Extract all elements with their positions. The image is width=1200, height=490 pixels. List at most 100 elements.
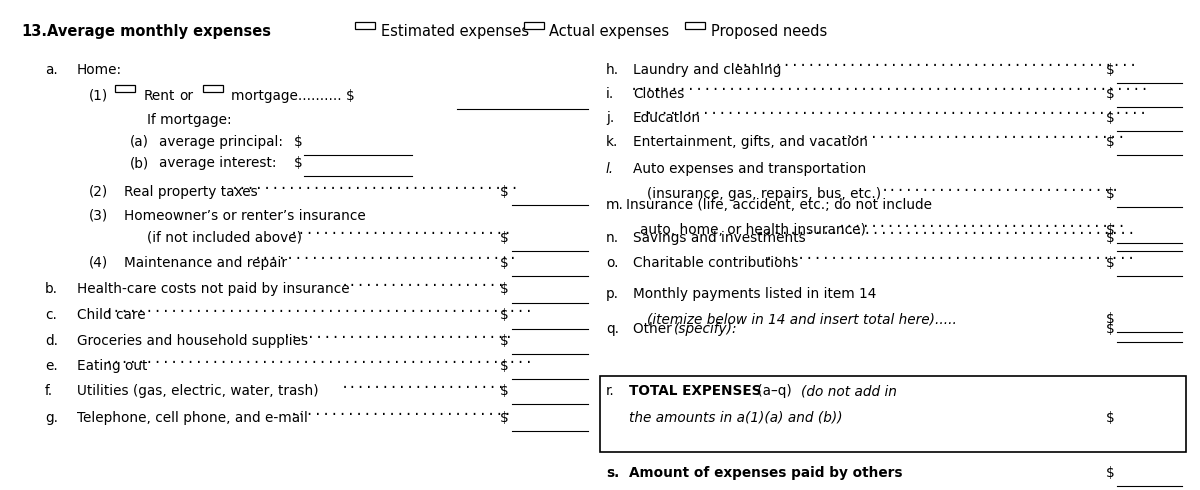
Text: auto, home, or health insurance): auto, home, or health insurance) <box>640 223 866 237</box>
Text: ............................: ............................ <box>282 327 514 341</box>
Text: q.: q. <box>606 322 619 336</box>
Text: ...................................: ................................... <box>838 216 1127 230</box>
Text: Other: Other <box>632 322 676 336</box>
Text: $: $ <box>1105 256 1115 270</box>
Text: Charitable contributions: Charitable contributions <box>632 256 798 270</box>
Text: $: $ <box>500 231 509 245</box>
Text: b.: b. <box>44 282 58 296</box>
Text: Laundry and cleaning: Laundry and cleaning <box>632 63 781 76</box>
Text: h.: h. <box>606 63 619 76</box>
Text: $: $ <box>294 135 302 148</box>
Text: Average monthly expenses: Average monthly expenses <box>47 24 271 39</box>
Text: $: $ <box>500 334 509 348</box>
Text: Maintenance and repair: Maintenance and repair <box>124 256 287 270</box>
Text: f.: f. <box>44 384 53 398</box>
Text: ....................: .................... <box>341 377 505 391</box>
Text: $: $ <box>1105 223 1115 237</box>
Text: k.: k. <box>606 135 618 148</box>
Text: (itemize below in 14 and insert total here).....: (itemize below in 14 and insert total he… <box>647 312 956 326</box>
Text: $: $ <box>1105 87 1115 100</box>
Text: s.: s. <box>606 466 619 480</box>
Text: Health-care costs not paid by insurance: Health-care costs not paid by insurance <box>77 282 349 296</box>
Text: (b): (b) <box>130 156 149 170</box>
Text: ....................................................: ........................................… <box>104 352 534 366</box>
Text: or: or <box>179 89 193 103</box>
Text: (insurance, gas, repairs, bus, etc.): (insurance, gas, repairs, bus, etc.) <box>647 187 881 201</box>
Text: e.: e. <box>44 359 58 373</box>
Text: TOTAL EXPENSES: TOTAL EXPENSES <box>629 384 762 398</box>
Text: If mortgage:: If mortgage: <box>148 113 232 127</box>
Text: Amount of expenses paid by others: Amount of expenses paid by others <box>629 466 902 480</box>
Text: m.: m. <box>606 198 624 212</box>
Text: Proposed needs: Proposed needs <box>710 24 827 39</box>
Text: Eating out: Eating out <box>77 359 148 373</box>
Text: (a–q): (a–q) <box>752 384 796 398</box>
Text: a.: a. <box>44 63 58 76</box>
Text: ..............................................: ........................................… <box>757 223 1136 238</box>
Text: Rent: Rent <box>144 89 175 103</box>
Text: $: $ <box>294 156 302 170</box>
Text: (specify):: (specify): <box>674 322 738 336</box>
Text: $: $ <box>1105 466 1115 480</box>
Text: Insurance (life, accident, etc.; do not include: Insurance (life, accident, etc.; do not … <box>626 198 932 212</box>
Text: Telephone, cell phone, and e-mail: Telephone, cell phone, and e-mail <box>77 411 307 425</box>
FancyBboxPatch shape <box>685 22 704 29</box>
Text: ...........................: ........................... <box>289 223 512 238</box>
Text: (1): (1) <box>89 89 108 103</box>
Text: (4): (4) <box>89 256 108 270</box>
Text: $: $ <box>500 308 509 322</box>
Text: Estimated expenses: Estimated expenses <box>382 24 529 39</box>
Text: Utilities (gas, electric, water, trash): Utilities (gas, electric, water, trash) <box>77 384 318 398</box>
Text: ..................................: .................................. <box>846 127 1127 142</box>
Text: ...........................: ........................... <box>290 403 512 417</box>
Text: ....................................................: ........................................… <box>104 301 534 315</box>
Text: Actual expenses: Actual expenses <box>550 24 670 39</box>
Text: average principal:: average principal: <box>158 135 283 148</box>
Text: Auto expenses and transportation: Auto expenses and transportation <box>632 162 866 176</box>
Text: (2): (2) <box>89 185 108 199</box>
Text: ....................: .................... <box>341 275 505 289</box>
Text: mortgage.......... $: mortgage.......... $ <box>230 89 354 103</box>
Text: $: $ <box>500 384 509 398</box>
Text: the amounts in a(1)(a) and (b)): the amounts in a(1)(a) and (b)) <box>629 411 844 425</box>
Text: $: $ <box>500 359 509 373</box>
Text: d.: d. <box>44 334 58 348</box>
Text: j.: j. <box>606 111 614 124</box>
Text: (if not included above): (if not included above) <box>148 231 302 245</box>
Text: ................................: ................................ <box>253 248 517 263</box>
Text: c.: c. <box>44 308 56 322</box>
Text: Child care: Child care <box>77 308 145 322</box>
Text: Home:: Home: <box>77 63 122 76</box>
Text: .............................................................: ........................................… <box>646 103 1148 118</box>
Text: g.: g. <box>44 411 58 425</box>
Text: (do not add in: (do not add in <box>800 384 896 398</box>
Text: average interest:: average interest: <box>158 156 276 170</box>
Text: (a): (a) <box>130 135 149 148</box>
Text: $: $ <box>1105 187 1115 201</box>
Text: $: $ <box>1105 63 1115 76</box>
FancyBboxPatch shape <box>203 85 222 92</box>
Text: $: $ <box>1105 411 1115 425</box>
Text: Savings and investments: Savings and investments <box>632 231 805 245</box>
Text: r.: r. <box>606 384 614 398</box>
Text: Education: Education <box>632 111 701 124</box>
Text: p.: p. <box>606 287 619 301</box>
Text: (3): (3) <box>89 209 108 223</box>
Text: l.: l. <box>606 162 614 176</box>
Text: ...................................: ................................... <box>230 178 520 192</box>
Text: $: $ <box>500 282 509 296</box>
Text: $: $ <box>1105 111 1115 124</box>
Text: .................................................: ........................................… <box>734 55 1138 70</box>
Text: $: $ <box>500 411 509 425</box>
Text: Clothes: Clothes <box>632 87 684 100</box>
Text: Homeowner’s or renter’s insurance: Homeowner’s or renter’s insurance <box>124 209 366 223</box>
Text: $: $ <box>1105 135 1115 148</box>
FancyBboxPatch shape <box>600 376 1186 452</box>
Text: .............................: ............................. <box>881 180 1120 194</box>
Text: Entertainment, gifts, and vacation: Entertainment, gifts, and vacation <box>632 135 868 148</box>
Text: Real property taxes: Real property taxes <box>124 185 258 199</box>
Text: o.: o. <box>606 256 618 270</box>
Text: .............................................: ........................................… <box>764 248 1136 263</box>
Text: $: $ <box>500 185 509 199</box>
Text: $: $ <box>1105 322 1115 336</box>
